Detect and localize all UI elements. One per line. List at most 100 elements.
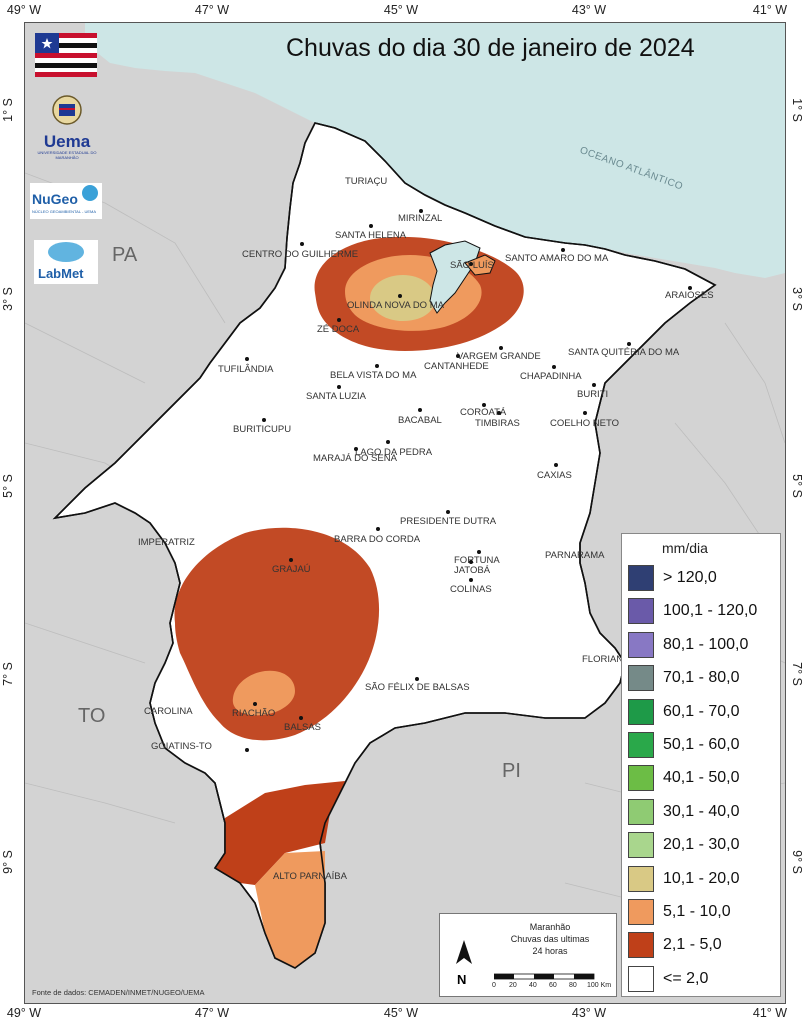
- city-label: JATOBÁ: [454, 565, 491, 576]
- legend-label: 70,1 - 80,0: [663, 669, 740, 687]
- legend-item: 2,1 - 5,0: [628, 931, 722, 959]
- legend-swatch: [628, 698, 654, 725]
- city-dot: [456, 354, 460, 358]
- weather-swirl-icon: [48, 242, 84, 262]
- lon-tick-top: 41° W: [752, 3, 788, 17]
- legend-item: 60,1 - 70,0: [628, 698, 740, 726]
- maranhao-outline: [52, 122, 717, 969]
- city-dot: [497, 411, 501, 415]
- city-dot: [299, 716, 303, 720]
- city-label: IMPERATRIZ: [138, 537, 195, 548]
- city-label: FORTUNA: [454, 555, 500, 566]
- city-label: MARAJÁ DO SENA: [313, 453, 397, 464]
- legend-label: 80,1 - 100,0: [663, 635, 749, 653]
- sao-marcos-bay: [429, 240, 481, 314]
- city-dot: [419, 209, 423, 213]
- city-label: OLINDA NOVA DO MA: [347, 300, 444, 311]
- city-label: CANTANHEDE: [424, 361, 489, 372]
- city-dot: [300, 242, 304, 246]
- city-label: SANTA QUITÉRIA DO MA: [568, 347, 680, 358]
- legend-label: 5,1 - 10,0: [663, 903, 731, 920]
- city-dot: [688, 286, 692, 290]
- lon-tick-bottom: 41° W: [752, 1006, 788, 1020]
- legend-item: 30,1 - 40,0: [628, 798, 740, 826]
- city-label: BELA VISTA DO MA: [330, 370, 417, 381]
- legend-item: <= 2,0: [628, 965, 708, 993]
- city-dot: [592, 383, 596, 387]
- legend-swatch: [628, 565, 654, 591]
- uema-seal-icon: [52, 95, 82, 125]
- city-label: FLORIANO-PI: [582, 654, 643, 665]
- city-label: COROATÁ: [460, 407, 507, 418]
- lat-tick-right: 1° S: [789, 98, 804, 122]
- city-label: GOIATINS-TO: [151, 741, 212, 752]
- maranhao-flag-icon: [35, 33, 97, 77]
- city-dot: [469, 262, 473, 266]
- rain-north-10-20: [370, 275, 435, 321]
- legend-item: 80,1 - 100,0: [628, 631, 748, 659]
- uema-subtitle: UNIVERSIDADE ESTADUAL DO MARANHÃO: [37, 150, 97, 160]
- city-dot: [469, 560, 473, 564]
- state-label-to: TO: [78, 705, 106, 727]
- city-dot: [418, 408, 422, 412]
- city-label: SÃO LUÍS: [450, 260, 494, 271]
- legend-swatch: [628, 665, 654, 692]
- city-label: ZÉ DOCA: [317, 324, 360, 335]
- north-arrow-icon: [456, 940, 472, 964]
- legend-swatch: [628, 865, 654, 892]
- city-label: TIMBIRAS: [475, 418, 520, 429]
- city-dot: [369, 224, 373, 228]
- legend-item: > 120,0: [628, 564, 717, 592]
- rain-southwest-5-10: [232, 670, 295, 716]
- info-box: Maranhão Chuvas das ultimas 24 horas N 0…: [439, 913, 617, 997]
- lon-tick-bottom: 47° W: [194, 1006, 230, 1020]
- city-dot: [482, 403, 486, 407]
- rain-south-2-5: [215, 781, 345, 885]
- city-dot: [337, 385, 341, 389]
- rain-southwest-2-5: [174, 527, 380, 741]
- city-label: BURITI: [577, 389, 609, 400]
- city-dot: [354, 447, 358, 451]
- legend-swatch: [628, 932, 654, 959]
- uema-logo: Uema UNIVERSIDADE ESTADUAL DO MARANHÃO: [36, 94, 98, 160]
- legend-item: 40,1 - 50,0: [628, 764, 740, 792]
- atlantic-ocean: [85, 23, 785, 278]
- legend: mm/dia > 120,0 100,1 - 120,0 80,1 - 100,0 7…: [621, 533, 781, 997]
- map-frame: [24, 22, 786, 1004]
- city-label: BALSAS: [284, 722, 321, 733]
- lon-tick-top: 45° W: [383, 3, 419, 17]
- city-dot: [398, 294, 402, 298]
- lon-tick-top: 47° W: [194, 3, 230, 17]
- city-label: BACABAL: [398, 415, 442, 426]
- city-label: SANTO AMARO DO MA: [505, 253, 609, 264]
- legend-label: 50,1 - 60,0: [663, 736, 740, 753]
- lat-tick-right: 5° S: [789, 474, 804, 498]
- city-label: ARAIOSES: [665, 290, 714, 301]
- city-label: CHAPADINHA: [520, 371, 582, 382]
- city-dot: [386, 440, 390, 444]
- city-label: ALTO PARNAÍBA: [273, 871, 347, 882]
- state-label-pa: PA: [112, 244, 138, 266]
- legend-label: 40,1 - 50,0: [663, 769, 740, 787]
- city-label: COLINAS: [450, 584, 492, 595]
- city-dot: [415, 677, 419, 681]
- legend-swatch: [628, 598, 654, 625]
- lat-tick-left: 7° S: [0, 662, 15, 686]
- city-dot: [561, 248, 565, 252]
- nugeo-wordmark: NuGeo: [32, 191, 78, 207]
- city-label: SANTA LUZIA: [306, 391, 367, 402]
- city-label: BARRA DO CORDA: [334, 534, 421, 545]
- legend-swatch: [628, 899, 654, 925]
- city-label: CAXIAS: [537, 470, 572, 481]
- lon-tick-bottom: 49° W: [6, 1006, 42, 1020]
- rain-south-5-10: [255, 851, 325, 968]
- state-label-pi: PI: [502, 760, 521, 782]
- city-label: VARGEM GRANDE: [457, 351, 541, 362]
- city-dot: [552, 365, 556, 369]
- legend-item: 5,1 - 10,0: [628, 898, 731, 926]
- legend-label: 2,1 - 5,0: [663, 936, 722, 954]
- labmet-logo: LabMet: [34, 240, 98, 284]
- legend-item: 70,1 - 80,0: [628, 664, 740, 692]
- north-label: N: [457, 972, 467, 987]
- legend-swatch: [628, 732, 654, 758]
